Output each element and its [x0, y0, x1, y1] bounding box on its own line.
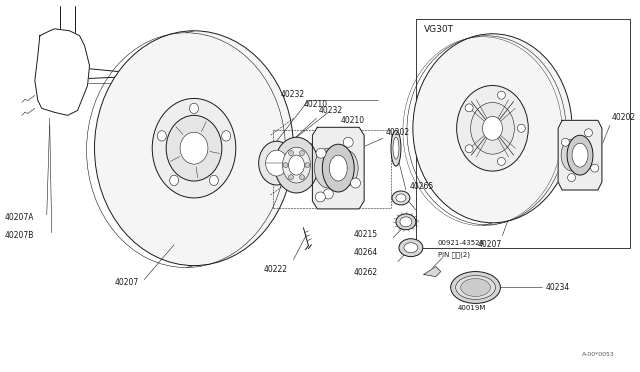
Ellipse shape	[413, 34, 572, 223]
Bar	[416, 19, 630, 248]
Text: A-00*0053: A-00*0053	[582, 352, 615, 357]
Circle shape	[568, 174, 575, 182]
Ellipse shape	[567, 135, 593, 175]
Text: 40202: 40202	[612, 113, 636, 122]
Ellipse shape	[483, 116, 502, 140]
Text: 40210: 40210	[340, 116, 364, 125]
Ellipse shape	[391, 130, 401, 166]
Ellipse shape	[330, 155, 348, 181]
Ellipse shape	[451, 272, 500, 304]
Circle shape	[300, 151, 305, 155]
Ellipse shape	[275, 137, 318, 193]
Ellipse shape	[166, 115, 222, 181]
Text: 40207B: 40207B	[5, 231, 35, 240]
Polygon shape	[558, 120, 602, 190]
Circle shape	[584, 129, 593, 137]
Ellipse shape	[399, 239, 423, 257]
Circle shape	[289, 175, 294, 180]
Ellipse shape	[572, 143, 588, 167]
Ellipse shape	[95, 31, 294, 266]
Polygon shape	[312, 127, 364, 209]
Ellipse shape	[180, 132, 208, 164]
Circle shape	[343, 137, 353, 147]
Circle shape	[497, 91, 506, 99]
Ellipse shape	[396, 194, 406, 202]
Text: 40262: 40262	[353, 267, 378, 276]
Ellipse shape	[170, 175, 179, 186]
Ellipse shape	[157, 131, 166, 141]
Text: 40215: 40215	[353, 230, 378, 239]
Ellipse shape	[400, 217, 412, 227]
Ellipse shape	[289, 155, 305, 175]
Polygon shape	[35, 29, 90, 115]
Text: 40232: 40232	[318, 106, 342, 115]
Ellipse shape	[561, 139, 583, 171]
Circle shape	[51, 92, 59, 99]
Ellipse shape	[334, 150, 358, 186]
Ellipse shape	[457, 86, 528, 171]
Text: 40264: 40264	[353, 248, 378, 257]
Text: VG30T: VG30T	[424, 25, 454, 34]
Circle shape	[351, 178, 360, 188]
Circle shape	[316, 192, 325, 202]
Text: 40265: 40265	[410, 182, 434, 190]
Circle shape	[305, 163, 310, 168]
Circle shape	[323, 189, 333, 199]
Text: 40207A: 40207A	[5, 213, 35, 222]
Text: 40202: 40202	[386, 128, 410, 137]
Ellipse shape	[259, 141, 294, 185]
Circle shape	[283, 163, 288, 168]
Text: 40234: 40234	[545, 283, 570, 292]
Ellipse shape	[323, 144, 354, 192]
Ellipse shape	[456, 276, 495, 299]
Text: 40210: 40210	[303, 100, 328, 109]
Circle shape	[300, 175, 305, 180]
Circle shape	[42, 73, 48, 78]
Text: 00921-4352A: 00921-4352A	[438, 240, 485, 246]
Circle shape	[465, 104, 473, 112]
Text: 40232: 40232	[280, 90, 305, 99]
Ellipse shape	[209, 175, 218, 186]
Ellipse shape	[189, 103, 198, 113]
Ellipse shape	[314, 148, 342, 188]
Ellipse shape	[392, 191, 410, 205]
Polygon shape	[424, 267, 441, 276]
Circle shape	[497, 157, 506, 166]
Ellipse shape	[396, 214, 416, 230]
Text: 40019M: 40019M	[458, 305, 486, 311]
Circle shape	[517, 124, 525, 132]
Circle shape	[66, 47, 73, 54]
Text: PIN ビン(2): PIN ビン(2)	[438, 252, 470, 258]
Ellipse shape	[470, 102, 515, 154]
Circle shape	[561, 138, 570, 146]
Circle shape	[289, 151, 294, 155]
Text: 40207: 40207	[115, 278, 139, 286]
Ellipse shape	[404, 243, 418, 253]
Circle shape	[465, 145, 473, 153]
Ellipse shape	[221, 131, 230, 141]
Ellipse shape	[393, 137, 399, 159]
Circle shape	[316, 148, 326, 158]
Ellipse shape	[152, 99, 236, 198]
Text: 40207: 40207	[477, 240, 502, 249]
Ellipse shape	[461, 279, 490, 296]
Ellipse shape	[282, 147, 310, 183]
Circle shape	[591, 164, 598, 172]
Ellipse shape	[266, 150, 287, 176]
Text: 40222: 40222	[264, 264, 287, 273]
